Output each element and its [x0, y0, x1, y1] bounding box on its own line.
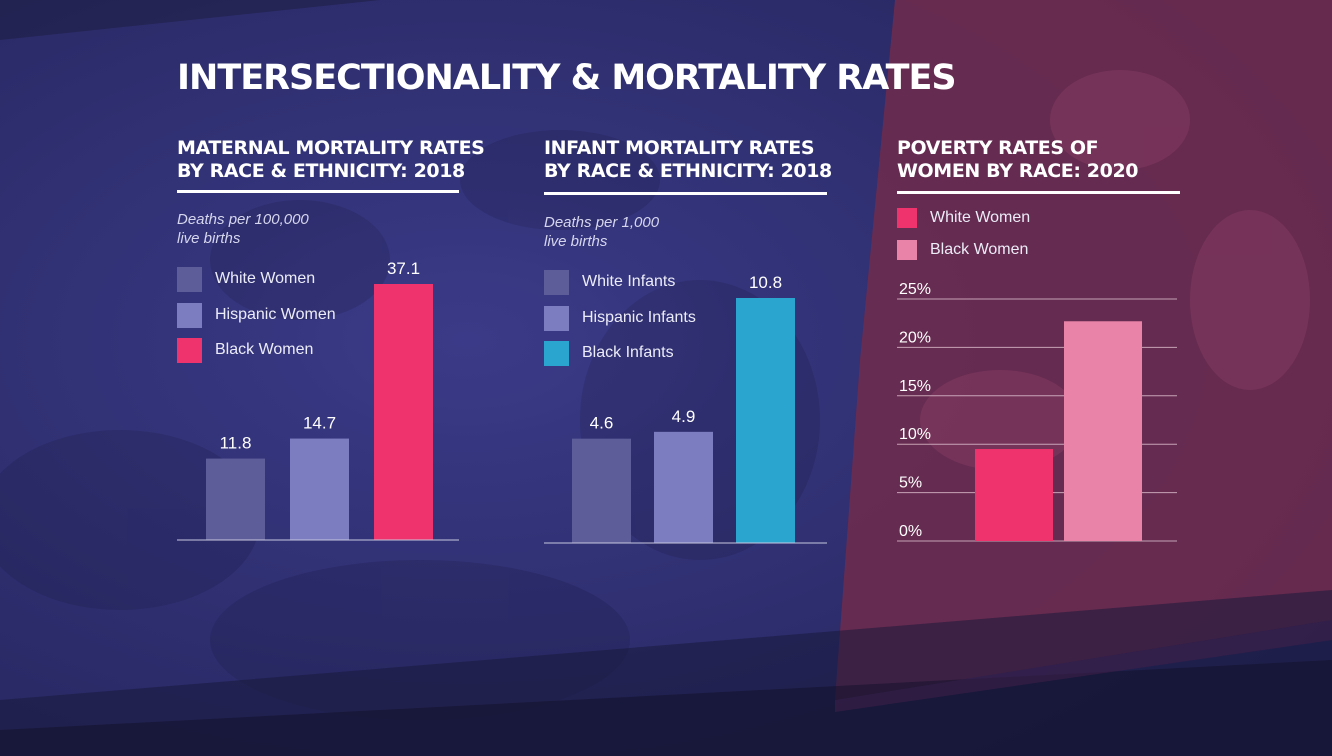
bar	[736, 298, 795, 543]
legend-label: Black Infants	[582, 344, 674, 361]
data-label: 10.8	[749, 273, 782, 292]
legend-label: Hispanic Women	[215, 306, 336, 323]
bar	[654, 431, 713, 543]
infant-units-note: Deaths per 1,000 live births	[544, 213, 659, 251]
y-tick-label: 15%	[899, 378, 931, 395]
legend-swatch	[177, 303, 202, 328]
data-label: 37.1	[387, 259, 420, 278]
bar	[975, 449, 1053, 541]
y-tick-label: 0%	[899, 523, 922, 540]
maternal-title-line-1: MATERNAL MORTALITY RATES	[177, 137, 485, 159]
maternal-mortality-chart: 11.8 14.7 37.1	[177, 259, 459, 541]
poverty-rates-chart: 0% 5% 10% 15% 20% 25%	[897, 281, 1177, 542]
maternal-units-line-1: Deaths per 100,000	[177, 211, 309, 228]
poverty-panel-title: POVERTY RATES OF WOMEN BY RACE: 2020	[897, 137, 1138, 183]
data-label: 14.7	[303, 414, 336, 433]
infant-mortality-chart: 4.6 4.9 10.8	[544, 273, 827, 544]
legend-swatch	[544, 341, 569, 366]
bar	[572, 438, 631, 543]
legend-label: Black Women	[930, 241, 1029, 258]
legend-swatch	[897, 240, 917, 260]
infant-units-line-1: Deaths per 1,000	[544, 214, 660, 231]
infant-title-rule	[544, 192, 827, 195]
y-tick-label: 10%	[899, 426, 931, 443]
bar	[290, 438, 349, 540]
infant-title-line-1: INFANT MORTALITY RATES	[544, 137, 815, 159]
legend-label: White Women	[215, 270, 316, 287]
data-label: 4.6	[590, 414, 614, 433]
legend-label: Black Women	[215, 341, 314, 358]
maternal-title-rule	[177, 190, 459, 193]
legend-swatch	[897, 208, 917, 228]
poverty-title-rule	[897, 191, 1180, 194]
legend-swatch	[177, 267, 202, 292]
page-title: INTERSECTIONALITY & MORTALITY RATES	[177, 58, 957, 98]
maternal-title-line-2: BY RACE & ETHNICITY: 2018	[177, 160, 465, 182]
maternal-panel-title: MATERNAL MORTALITY RATES BY RACE & ETHNI…	[177, 137, 485, 183]
poverty-rates-panel: POVERTY RATES OF WOMEN BY RACE: 2020 Whi…	[897, 137, 1187, 277]
bar	[374, 284, 433, 540]
legend-label: Hispanic Infants	[582, 309, 696, 326]
legend-label: White Women	[930, 209, 1031, 226]
data-label: 4.9	[672, 407, 696, 426]
y-tick-label: 25%	[899, 281, 931, 298]
y-tick-label: 5%	[899, 475, 922, 492]
bar	[1064, 321, 1142, 541]
maternal-units-line-2: live births	[177, 230, 241, 247]
infant-units-line-2: live births	[544, 233, 608, 250]
y-tick-label: 20%	[899, 329, 931, 346]
infant-title-line-2: BY RACE & ETHNICITY: 2018	[544, 160, 832, 182]
maternal-units-note: Deaths per 100,000 live births	[177, 210, 309, 248]
legend-swatch	[177, 338, 202, 363]
data-label: 11.8	[220, 434, 252, 453]
bar	[206, 458, 265, 540]
poverty-title-line-1: POVERTY RATES OF	[897, 137, 1099, 159]
poverty-title-line-2: WOMEN BY RACE: 2020	[897, 160, 1139, 182]
infant-panel-title: INFANT MORTALITY RATES BY RACE & ETHNICI…	[544, 137, 832, 183]
legend-label: White Infants	[582, 273, 676, 290]
legend-swatch	[544, 306, 569, 331]
infant-mortality-panel: INFANT MORTALITY RATES BY RACE & ETHNICI…	[544, 137, 834, 557]
legend-swatch	[544, 270, 569, 295]
maternal-mortality-panel: MATERNAL MORTALITY RATES BY RACE & ETHNI…	[177, 137, 485, 557]
